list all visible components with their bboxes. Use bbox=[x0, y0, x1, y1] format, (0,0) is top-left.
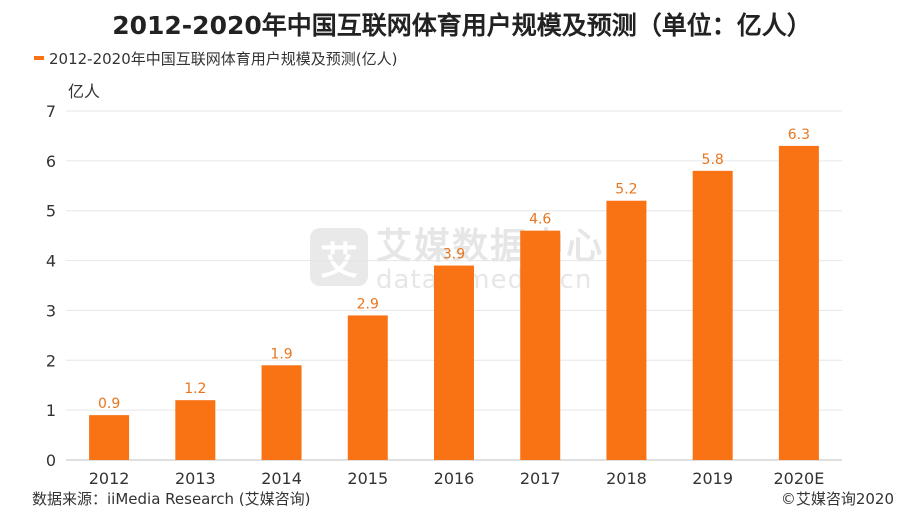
bar bbox=[347, 315, 388, 460]
x-tick-label: 2017 bbox=[520, 469, 561, 488]
x-tick-label: 2016 bbox=[434, 469, 475, 488]
data-label: 3.9 bbox=[443, 247, 465, 263]
bar bbox=[434, 265, 474, 460]
data-label: 2.9 bbox=[357, 296, 379, 312]
legend-label: 2012-2020年中国互联网体育用户规模及预测(亿人) bbox=[49, 49, 398, 68]
y-axis-unit: 亿人 bbox=[68, 82, 101, 101]
legend-swatch bbox=[34, 56, 44, 60]
bar bbox=[261, 365, 302, 460]
x-tick-label: 2012 bbox=[89, 469, 130, 488]
bar bbox=[606, 200, 647, 460]
data-label: 5.8 bbox=[702, 152, 724, 168]
y-tick-label: 5 bbox=[46, 202, 56, 221]
y-tick-label: 0 bbox=[46, 451, 56, 470]
legend: 2012-2020年中国互联网体育用户规模及预测(亿人) bbox=[34, 48, 397, 68]
x-tick-label: 2013 bbox=[175, 469, 216, 488]
bar bbox=[520, 230, 561, 460]
watermark-text-cn: 艾媒数据中心 bbox=[376, 226, 605, 267]
data-label: 1.9 bbox=[270, 346, 292, 362]
y-tick-label: 6 bbox=[46, 152, 56, 171]
x-tick-label: 2014 bbox=[261, 469, 302, 488]
data-label: 5.2 bbox=[615, 182, 637, 198]
bar bbox=[89, 415, 130, 460]
y-tick-label: 4 bbox=[46, 252, 56, 271]
y-tick-label: 1 bbox=[46, 401, 56, 420]
data-label: 4.6 bbox=[529, 212, 551, 228]
copyright-note: ©艾媒咨询2020 bbox=[780, 490, 894, 508]
y-tick-label: 3 bbox=[46, 301, 56, 320]
x-tick-label: 2020E bbox=[773, 469, 824, 488]
data-label: 0.9 bbox=[98, 396, 120, 412]
data-label: 6.3 bbox=[788, 127, 810, 143]
chart-title: 2012-2020年中国互联网体育用户规模及预测（单位：亿人） bbox=[112, 11, 812, 40]
bar bbox=[692, 170, 733, 461]
x-tick-label: 2015 bbox=[347, 469, 388, 488]
x-tick-label: 2019 bbox=[692, 469, 733, 488]
y-tick-label: 2 bbox=[46, 351, 56, 370]
y-tick-label: 7 bbox=[46, 102, 56, 121]
data-label: 1.2 bbox=[184, 381, 206, 397]
bar bbox=[778, 145, 819, 460]
x-tick-label: 2018 bbox=[606, 469, 647, 488]
bar bbox=[175, 400, 216, 460]
source-note: 数据来源：iiMedia Research (艾媒咨询) bbox=[32, 490, 311, 508]
